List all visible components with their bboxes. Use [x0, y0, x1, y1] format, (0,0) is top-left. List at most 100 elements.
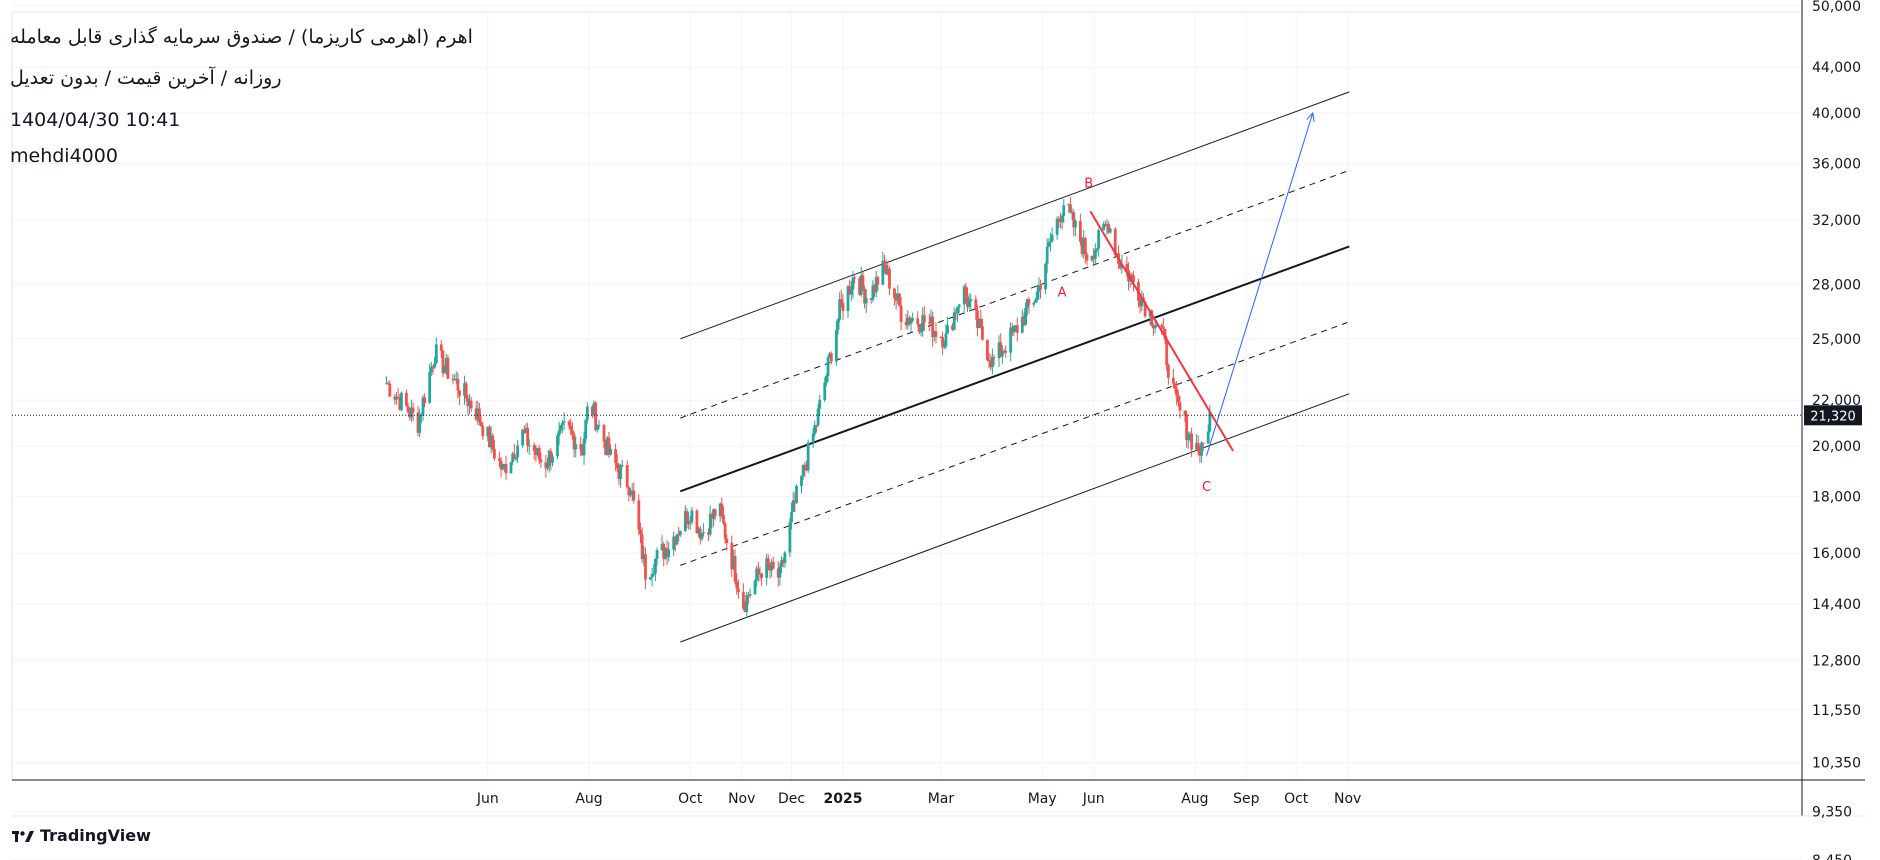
- candle-body: [898, 293, 901, 306]
- candle-body: [823, 382, 827, 400]
- candle-body: [592, 402, 596, 415]
- candle-body: [572, 434, 576, 450]
- candle-body: [987, 360, 991, 362]
- candle-body: [881, 260, 885, 285]
- x-tick-label: Jun: [1082, 791, 1105, 807]
- drawing-tools[interactable]: B A C: [1058, 111, 1315, 495]
- candle-body: [393, 396, 397, 400]
- price-time-axes[interactable]: 55,00050,00044,00040,00036,00032,00028,0…: [12, 0, 1865, 860]
- x-tick-label: Oct: [1284, 791, 1309, 807]
- candle-body: [1178, 402, 1182, 411]
- candle-body: [1132, 275, 1135, 283]
- candle-body: [454, 378, 458, 380]
- x-tick-label: Aug: [575, 791, 602, 807]
- channel-upper-line[interactable]: [680, 91, 1350, 340]
- y-tick-label: 10,350: [1812, 755, 1861, 771]
- candle-body: [851, 277, 855, 290]
- candle-body: [687, 520, 691, 525]
- candle-body: [1200, 442, 1203, 456]
- candle-body: [595, 425, 599, 431]
- candle-body: [649, 576, 652, 580]
- candle-body: [662, 543, 666, 559]
- candle-body: [839, 299, 843, 303]
- candle-body: [1105, 224, 1109, 226]
- candle-body: [698, 528, 702, 539]
- candle-body: [458, 390, 461, 396]
- candle-body: [619, 465, 622, 479]
- candle-body: [416, 412, 420, 433]
- candle-body: [410, 407, 413, 418]
- candle-body: [702, 532, 705, 534]
- candle-body: [1103, 224, 1107, 226]
- candle-body: [579, 444, 583, 450]
- candle-body: [532, 445, 536, 452]
- candle-body: [884, 265, 888, 275]
- candle-body: [1057, 218, 1061, 220]
- candle-body: [386, 383, 390, 385]
- candle-body: [650, 573, 654, 577]
- candle-body: [451, 378, 455, 381]
- candle-body: [1000, 352, 1004, 357]
- x-tick-label: Jun: [476, 791, 499, 807]
- tradingview-brand: TradingView: [40, 826, 151, 845]
- tradingview-logo[interactable]: TradingView: [12, 826, 151, 845]
- candle-body: [849, 289, 853, 295]
- candle-body: [911, 318, 915, 321]
- candle-body: [1022, 316, 1026, 325]
- candle-body: [748, 593, 752, 596]
- candle-body: [1025, 299, 1029, 309]
- channel-median-line[interactable]: [679, 245, 1350, 493]
- candle-body: [725, 538, 729, 543]
- candle-body: [501, 464, 505, 470]
- channel-lower-line[interactable]: [680, 393, 1350, 643]
- candle-body: [672, 536, 676, 550]
- channel-lower-quarter-line[interactable]: [680, 321, 1350, 566]
- candle-body: [443, 367, 446, 374]
- candle-body: [899, 305, 903, 322]
- x-tick-label: Nov: [1334, 791, 1361, 807]
- channel-upper-quarter-line[interactable]: [680, 169, 1350, 419]
- blue-projection-line[interactable]: [1206, 112, 1314, 456]
- candle-body: [874, 277, 878, 293]
- candle-body: [441, 350, 445, 374]
- candle-body: [790, 511, 793, 523]
- candle-body: [710, 513, 714, 519]
- candle-body: [617, 468, 621, 479]
- candle-body: [537, 447, 541, 460]
- candle-body: [1020, 316, 1024, 333]
- candle-body: [663, 548, 667, 559]
- candle-body: [745, 595, 749, 613]
- red-trend-line[interactable]: [1089, 210, 1234, 452]
- candle-body: [428, 372, 432, 403]
- candle-body: [846, 286, 850, 312]
- candle-body: [474, 408, 478, 420]
- price-channel[interactable]: [679, 91, 1350, 643]
- candle-body: [1037, 285, 1041, 292]
- candle-body: [979, 318, 983, 327]
- candle-body: [765, 558, 769, 578]
- candle-body: [1093, 250, 1097, 259]
- candle-body: [1070, 212, 1074, 214]
- candle-body: [893, 288, 896, 298]
- candle-body: [904, 321, 908, 326]
- candle-body: [665, 548, 669, 558]
- candle-body: [1176, 395, 1180, 403]
- candle-body: [1049, 241, 1052, 243]
- candle-body: [708, 513, 712, 535]
- candle-body: [908, 317, 911, 324]
- candle-body: [481, 426, 485, 437]
- candle-body: [580, 449, 584, 456]
- candle-body: [478, 408, 481, 423]
- candle-body: [556, 435, 559, 457]
- candle-body: [527, 445, 531, 447]
- candle-body: [805, 467, 808, 471]
- candle-body: [906, 317, 910, 326]
- candle-body: [476, 408, 480, 420]
- candle-body: [934, 331, 938, 337]
- candlestick-series: [385, 196, 1212, 618]
- candle-body: [768, 565, 772, 571]
- candle-body: [584, 419, 588, 439]
- y-tick-label: 36,000: [1812, 157, 1861, 173]
- candle-body: [446, 358, 450, 379]
